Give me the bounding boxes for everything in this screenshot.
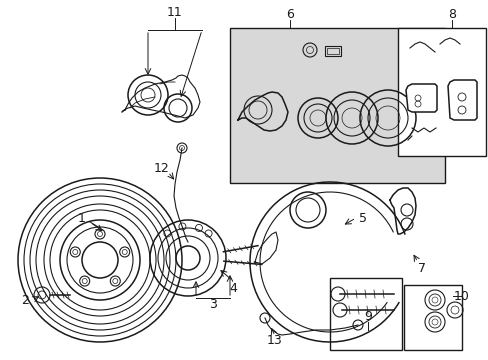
Text: 3: 3 (209, 298, 217, 311)
Bar (229, 28, 444, 183)
Text: 2: 2 (21, 293, 29, 306)
Bar (329, 278, 401, 350)
Circle shape (73, 249, 78, 255)
Text: 5: 5 (358, 211, 366, 225)
Circle shape (97, 231, 102, 237)
Text: 8: 8 (447, 8, 455, 21)
Circle shape (113, 279, 118, 284)
Text: 1: 1 (78, 211, 86, 225)
Polygon shape (447, 80, 476, 120)
Text: 9: 9 (364, 310, 371, 323)
Text: 11: 11 (167, 5, 183, 18)
Bar (403, 285, 461, 350)
Text: 13: 13 (266, 333, 282, 346)
Text: 6: 6 (285, 8, 293, 21)
Bar (325, 46, 340, 56)
Text: 10: 10 (453, 289, 469, 302)
Circle shape (82, 279, 87, 284)
Text: 12: 12 (154, 162, 169, 175)
Text: 4: 4 (228, 282, 237, 294)
Polygon shape (405, 84, 436, 112)
Bar (326, 48, 338, 54)
Bar (397, 28, 485, 156)
Circle shape (122, 249, 127, 255)
Text: 7: 7 (417, 261, 425, 274)
